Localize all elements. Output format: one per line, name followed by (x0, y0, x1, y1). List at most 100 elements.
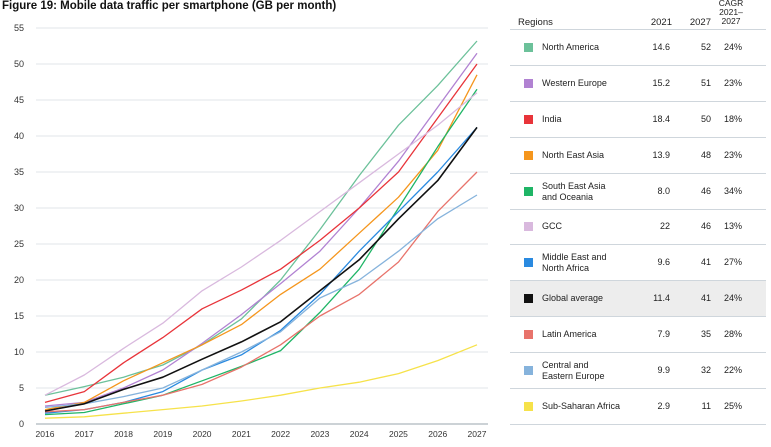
series-line-western-europe (44, 52, 478, 407)
legend-region-name-line2: Eastern Europe (542, 371, 605, 382)
series-line-south-east-asia-and-oceania (44, 88, 478, 416)
grid-layer (36, 27, 488, 425)
legend-region-name-line1: GCC (542, 221, 562, 232)
legend-value-2021: 7.9 (657, 329, 670, 340)
legend-value-cagr: 23% (723, 77, 742, 88)
legend-region-name: GCC (542, 221, 632, 232)
header-cagr-line2: 2021– (719, 7, 743, 17)
legend-swatch (524, 258, 533, 268)
table-bottom-rule (510, 424, 766, 425)
legend-region-name: North America (542, 42, 632, 53)
y-tick-label: 25 (14, 239, 24, 249)
legend-value-cagr: 24% (723, 41, 742, 52)
legend-value-cagr: 18% (723, 113, 742, 124)
legend-swatch (524, 150, 533, 160)
legend-value-cagr: 28% (723, 329, 742, 340)
legend-row: Western Europe 15.2 51 23% (510, 64, 766, 101)
y-tick-label: 10 (14, 347, 24, 357)
legend-value-2021: 9.9 (657, 365, 670, 376)
legend-row: North East Asia 13.9 48 23% (510, 136, 766, 173)
legend-value-2021: 22 (659, 221, 670, 232)
legend-value-cagr: 24% (723, 293, 742, 304)
legend-swatch (524, 366, 533, 376)
legend-value-2027: 41 (700, 257, 711, 268)
legend-region-name: Global average (542, 293, 632, 304)
legend-value-2027: 50 (700, 113, 711, 124)
legend-value-2021: 15.2 (652, 77, 670, 88)
legend-swatch (524, 42, 533, 52)
series-line-middle-east-and-north-africa (44, 126, 478, 414)
legend-swatch (524, 186, 533, 196)
legend-value-2021: 9.6 (657, 257, 670, 268)
legend-swatch (524, 78, 533, 88)
legend-region-name: Latin America (542, 329, 632, 340)
legend-value-2021: 11.4 (653, 293, 670, 304)
header-cagr-line1: CAGR (718, 0, 744, 8)
y-tick-label: 40 (14, 131, 24, 141)
legend-region-name-line2: North Africa (542, 263, 590, 274)
legend-region-name: Central and Eastern Europe (542, 360, 632, 382)
legend-region-name-line1: North America (542, 41, 600, 52)
legend-value-2021: 18.4 (652, 113, 670, 124)
series-line-sub-saharan-africa (44, 344, 478, 419)
x-tick-label: 2025 (389, 429, 408, 439)
legend-region-name-line1: Central and (542, 360, 589, 371)
x-tick-label: 2023 (310, 429, 329, 439)
legend-table: Regions 2021 2027 CAGR 2021– 2027 North … (510, 0, 771, 447)
legend-value-2027: 51 (700, 77, 711, 88)
series-line-global-average (44, 126, 478, 412)
legend-row: Middle East and North Africa 9.6 41 27% (510, 244, 766, 280)
legend-row: Latin America 7.9 35 28% (510, 316, 766, 352)
legend-region-name-line1: South East Asia (542, 180, 606, 191)
legend-region-name: India (542, 114, 632, 125)
legend-region-name-line1: Sub-Saharan Africa (542, 400, 621, 411)
series-line-india (44, 63, 478, 404)
legend-row: India 18.4 50 18% (510, 100, 766, 137)
legend-region-name: South East Asia and Oceania (542, 181, 632, 203)
legend-swatch (524, 114, 533, 124)
legend-region-name-line1: North East Asia (542, 149, 605, 160)
legend-value-2027: 32 (700, 365, 711, 376)
legend-table-header: Regions 2021 2027 CAGR 2021– 2027 (510, 0, 766, 36)
header-cagr: CAGR 2021– 2027 (716, 0, 746, 26)
legend-region-name-line1: India (542, 113, 562, 124)
header-2027: 2027 (689, 17, 711, 28)
legend-row: Central and Eastern Europe 9.9 32 22% (510, 352, 766, 388)
legend-region-name: Middle East and North Africa (542, 252, 632, 274)
figure-title: Figure 19: Mobile data traffic per smart… (2, 0, 337, 12)
y-tick-label: 35 (14, 167, 24, 177)
y-tick-label: 55 (14, 23, 24, 33)
legend-value-cagr: 25% (723, 400, 742, 411)
legend-row: Global average 11.4 41 24% (510, 280, 766, 317)
legend-value-cagr: 13% (723, 221, 742, 232)
legend-value-2027: 35 (700, 329, 711, 340)
x-tick-label: 2019 (153, 429, 172, 439)
legend-swatch (524, 401, 533, 411)
legend-value-2027: 48 (700, 149, 711, 160)
x-tick-label: 2022 (271, 429, 290, 439)
y-tick-label: 50 (14, 59, 24, 69)
series-line-central-and-eastern-europe (44, 194, 478, 409)
x-tick-label: 2016 (36, 429, 55, 439)
legend-value-2021: 8.0 (657, 185, 670, 196)
x-tick-label: 2026 (428, 429, 447, 439)
legend-row: Sub-Saharan Africa 2.9 11 25% (510, 388, 766, 424)
series-line-gcc (44, 92, 478, 396)
y-tick-label: 15 (14, 311, 24, 321)
legend-row: South East Asia and Oceania 8.0 46 34% (510, 172, 766, 209)
legend-region-name-line1: Western Europe (542, 77, 607, 88)
x-tick-label: 2017 (75, 429, 94, 439)
series-line-latin-america (44, 171, 478, 413)
legend-region-name-line1: Middle East and (542, 252, 607, 263)
legend-value-cagr: 27% (723, 257, 742, 268)
y-tick-label: 30 (14, 203, 24, 213)
legend-region-name-line2: and Oceania (542, 191, 594, 202)
legend-row: GCC 22 46 13% (510, 208, 766, 245)
x-tick-label: 2027 (468, 429, 487, 439)
legend-value-2021: 14.6 (652, 41, 670, 52)
series-layer (44, 40, 478, 419)
y-tick-label: 45 (14, 95, 24, 105)
legend-value-2021: 13.9 (652, 149, 670, 160)
